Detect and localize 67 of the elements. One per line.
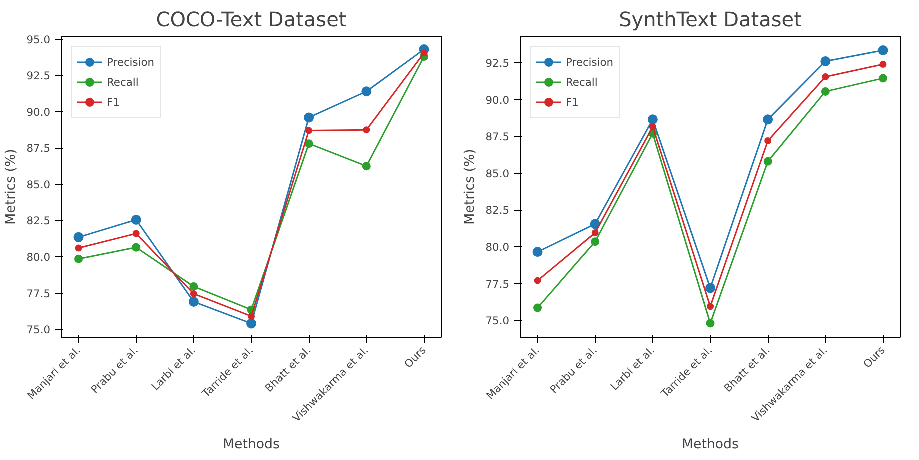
y-tick-label: 92.5	[26, 70, 51, 83]
point	[707, 303, 714, 310]
point	[534, 277, 542, 284]
point	[420, 50, 428, 57]
y-tick-label: 92.5	[486, 56, 510, 70]
point	[74, 254, 84, 264]
y-tick-label: 85.0	[26, 178, 51, 192]
point	[764, 157, 772, 166]
x-axis-title: Methods	[682, 438, 740, 453]
legend-label: F1	[107, 96, 121, 108]
point	[880, 60, 887, 68]
y-tick-label: 95.0	[26, 33, 51, 46]
y-axis-title: Metrics (%)	[4, 149, 19, 225]
point	[74, 232, 84, 242]
point	[188, 296, 199, 307]
point	[534, 304, 542, 312]
y-tick-label: 77.5	[26, 287, 51, 300]
point	[820, 56, 831, 67]
y-tick-label: 85.0	[486, 167, 510, 180]
legend-label: F1	[566, 96, 580, 108]
y-axis-title: Metrics (%)	[462, 149, 478, 225]
point	[304, 112, 314, 123]
point	[591, 238, 600, 246]
point	[649, 124, 656, 131]
point	[821, 87, 830, 96]
point	[822, 73, 830, 80]
legend-label: Recall	[566, 76, 598, 88]
point	[706, 283, 716, 294]
point	[764, 138, 772, 144]
y-tick-label: 82.5	[26, 214, 51, 228]
y-tick-label: 77.5	[486, 278, 510, 291]
point	[304, 140, 314, 148]
point	[363, 126, 370, 134]
point	[75, 244, 82, 252]
chart-title: SynthText Dataset	[619, 8, 802, 32]
legend-label: Precision	[566, 56, 614, 68]
point	[190, 282, 198, 291]
y-tick-label: 75.0	[486, 314, 510, 328]
point	[132, 230, 140, 238]
y-tick-label: 80.0	[26, 250, 51, 264]
y-tick-label: 90.0	[486, 94, 510, 107]
chart-title: COCO-Text Dataset	[156, 8, 347, 32]
y-tick-label: 87.5	[486, 130, 510, 144]
point	[648, 114, 658, 125]
point	[306, 127, 313, 134]
point	[362, 162, 371, 171]
y-tick-label: 80.0	[486, 240, 510, 254]
point	[131, 215, 142, 225]
legend-label: Precision	[107, 56, 155, 68]
y-tick-label: 75.0	[26, 324, 51, 337]
point	[706, 319, 715, 328]
point	[190, 290, 198, 298]
point	[878, 45, 888, 56]
legend-label: Recall	[107, 76, 139, 88]
y-tick-label: 90.0	[26, 106, 51, 119]
point	[590, 219, 600, 230]
x-axis-title: Methods	[223, 438, 280, 453]
point	[246, 318, 256, 329]
point	[532, 247, 543, 258]
point	[248, 312, 255, 320]
y-tick-label: 82.5	[486, 204, 510, 218]
point	[132, 243, 141, 252]
point	[878, 74, 888, 83]
point	[592, 230, 599, 236]
y-tick-label: 87.5	[26, 142, 51, 156]
point	[362, 86, 372, 97]
point	[763, 114, 774, 125]
